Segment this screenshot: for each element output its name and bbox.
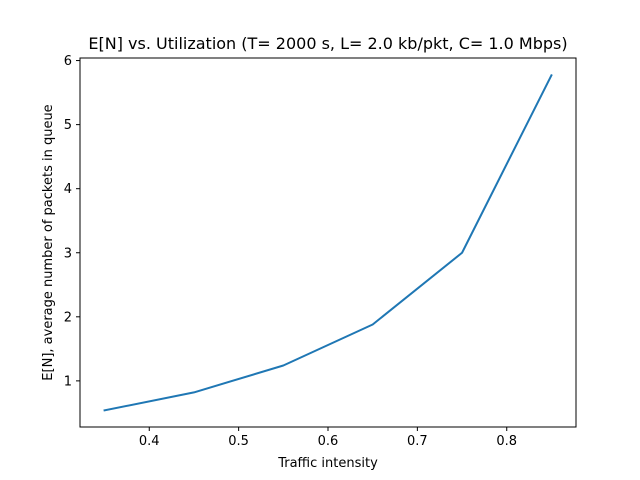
y-tick-label: 1 [64, 374, 72, 389]
x-axis-label: Traffic intensity [277, 456, 378, 471]
y-tick-label: 3 [64, 246, 72, 261]
y-tick-label: 4 [64, 182, 72, 197]
y-tick-label: 6 [64, 54, 72, 69]
y-tick-label: 2 [64, 310, 72, 325]
x-tick-label: 0.4 [139, 434, 160, 449]
plot-area: 0.4 0.5 0.6 0.7 0.8 1 2 3 4 5 6 [64, 54, 577, 449]
y-axis-ticks: 1 2 3 4 5 6 [64, 54, 80, 389]
x-axis-ticks: 0.4 0.5 0.6 0.7 0.8 [139, 427, 517, 449]
chart-title: E[N] vs. Utilization (T= 2000 s, L= 2.0 … [88, 34, 567, 53]
y-axis-label: E[N], average number of packets in queue [41, 104, 56, 380]
x-tick-label: 0.5 [228, 434, 249, 449]
series-layer [103, 73, 553, 412]
x-tick-label: 0.8 [496, 434, 517, 449]
x-tick-label: 0.7 [407, 434, 428, 449]
x-tick-label: 0.6 [318, 434, 339, 449]
series-line [103, 73, 553, 412]
y-tick-label: 5 [64, 118, 72, 133]
